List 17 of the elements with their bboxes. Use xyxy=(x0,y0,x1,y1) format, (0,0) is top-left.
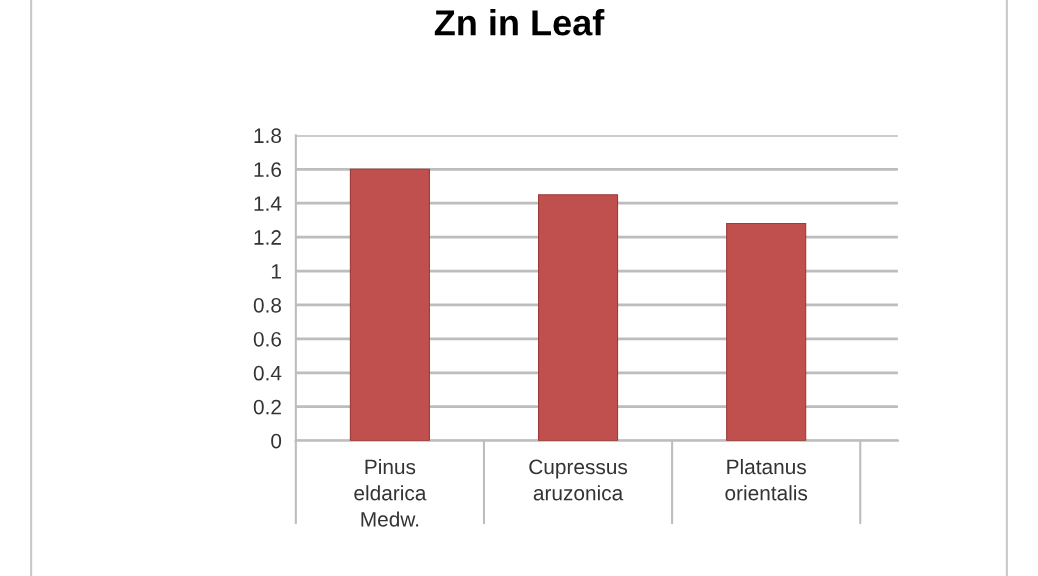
y-tick-label: 0.6 xyxy=(253,331,282,347)
bar xyxy=(537,194,619,441)
x-tick-label: Cupressus aruzonica xyxy=(529,459,628,501)
x-tick-label: Platanus orientalis xyxy=(725,458,808,501)
y-tick-label: 1 xyxy=(271,264,281,279)
y-tick-label: 0.8 xyxy=(253,297,282,313)
y-tick-label: 1.4 xyxy=(254,196,282,211)
x-tick-label: Pinus eldarica Medw. xyxy=(354,458,427,527)
y-tick-label: 1.6 xyxy=(254,162,282,178)
bar xyxy=(726,222,807,441)
y-tick-label: 0.4 xyxy=(253,365,282,381)
y-tick-label: 0.2 xyxy=(253,399,281,415)
chart-title: Zn in Leaf xyxy=(434,9,605,36)
y-tick-label: 1.2 xyxy=(254,230,281,245)
y-tick-label: 1.8 xyxy=(254,128,282,144)
y-tick-label: 0 xyxy=(271,433,282,449)
bar xyxy=(349,168,430,441)
